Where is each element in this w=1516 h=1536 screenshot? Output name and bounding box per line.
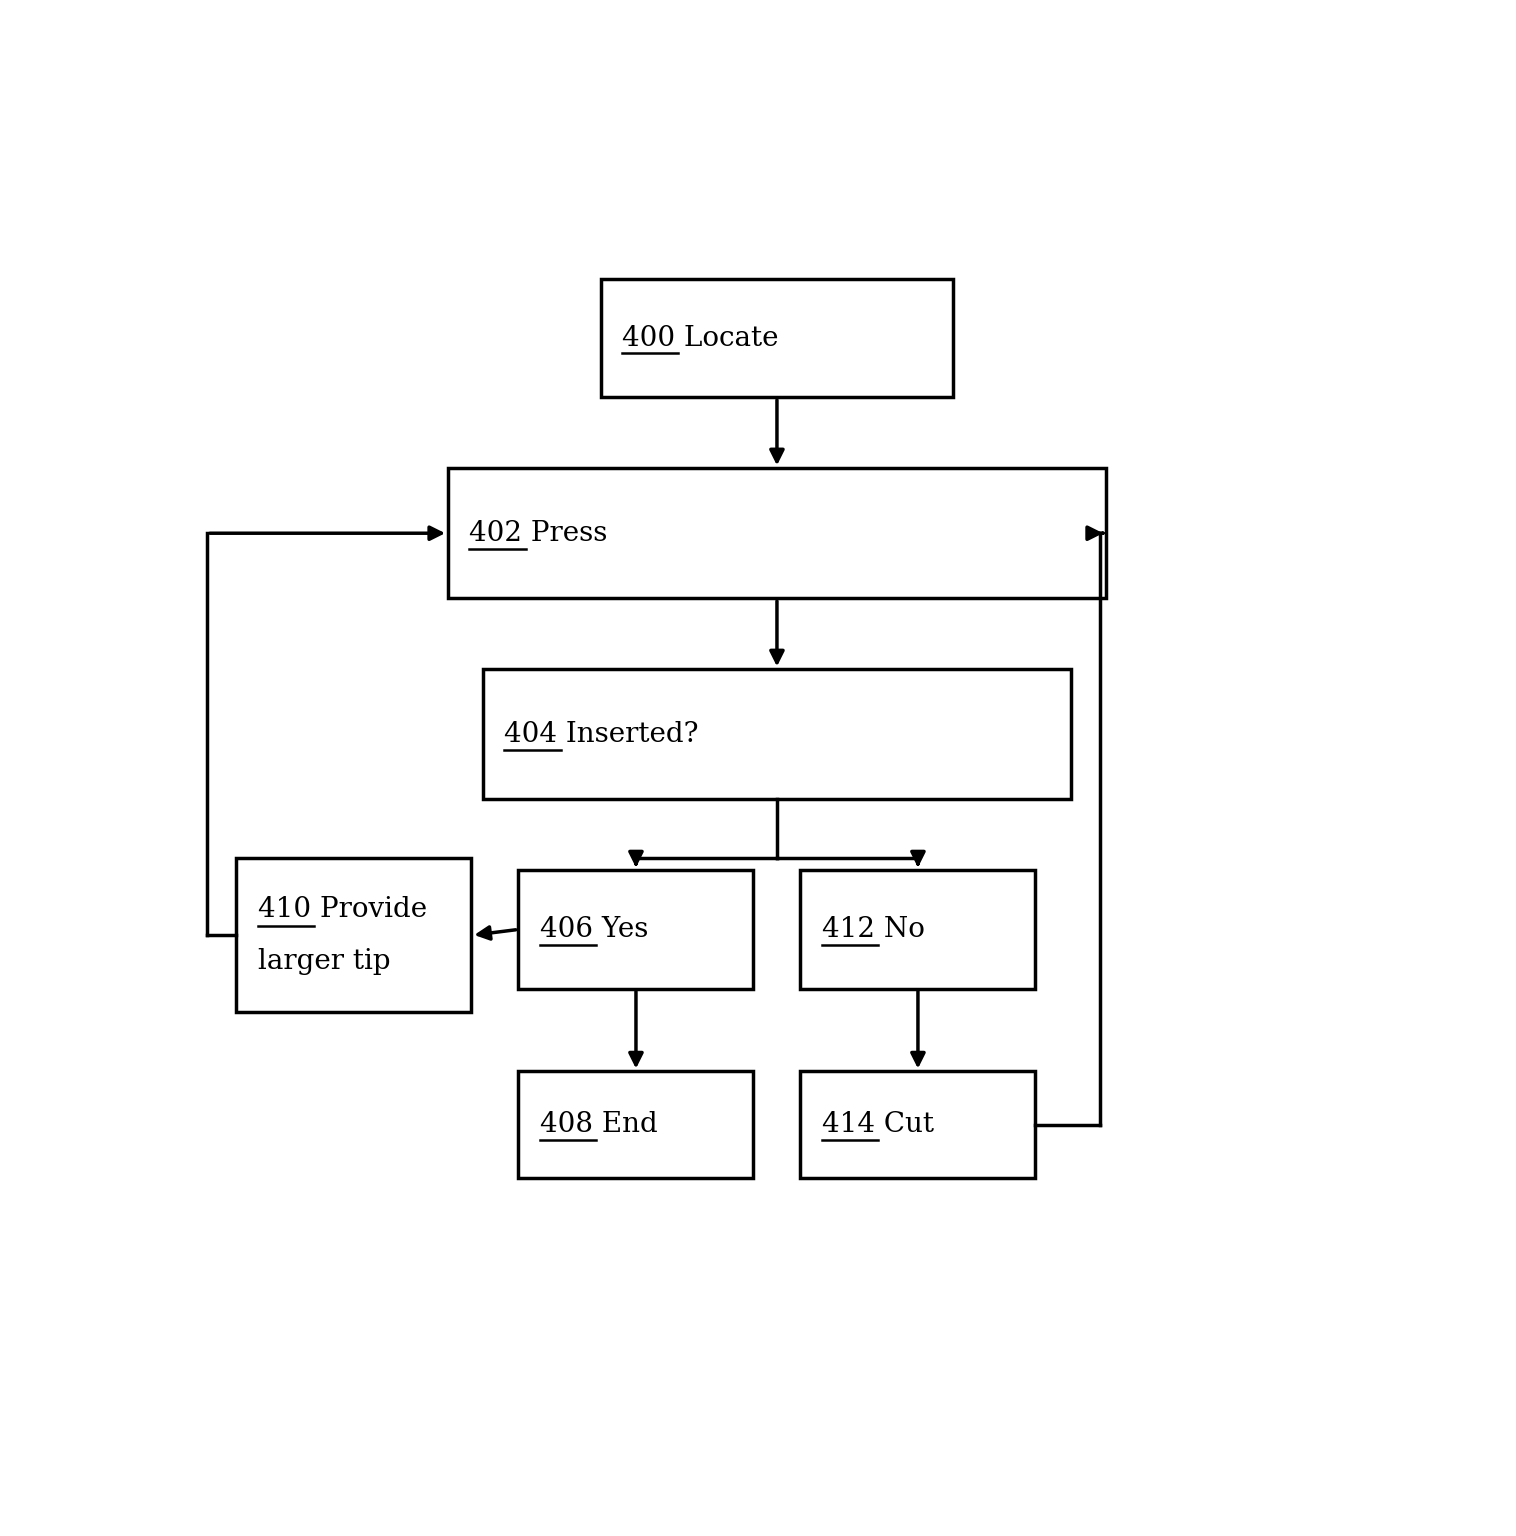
Text: 408 End: 408 End xyxy=(540,1111,658,1138)
Bar xyxy=(236,859,471,1012)
Bar xyxy=(449,468,1107,598)
Bar xyxy=(518,871,753,989)
Bar xyxy=(484,670,1070,799)
Text: 412 No: 412 No xyxy=(822,915,925,943)
Text: 406 Yes: 406 Yes xyxy=(540,915,647,943)
Text: 400 Locate: 400 Locate xyxy=(622,324,778,352)
Bar xyxy=(800,1072,1035,1178)
Bar xyxy=(518,1072,753,1178)
Bar xyxy=(800,871,1035,989)
Text: 414 Cut: 414 Cut xyxy=(822,1111,934,1138)
Bar xyxy=(600,280,954,398)
Text: 402 Press: 402 Press xyxy=(468,519,608,547)
Text: 410 Provide: 410 Provide xyxy=(258,895,428,923)
Text: 404 Inserted?: 404 Inserted? xyxy=(505,720,699,748)
Text: larger tip: larger tip xyxy=(258,948,390,975)
